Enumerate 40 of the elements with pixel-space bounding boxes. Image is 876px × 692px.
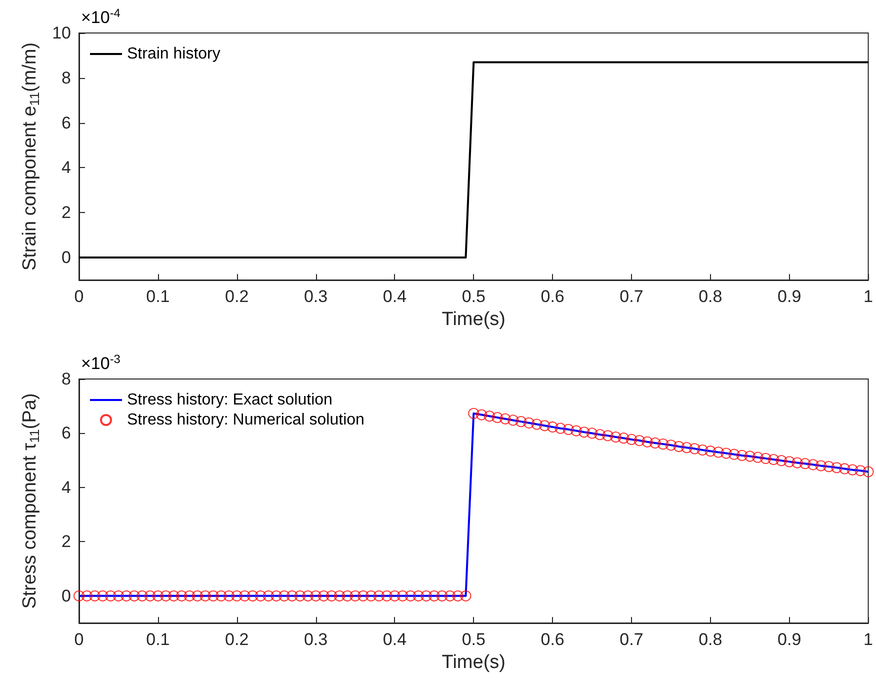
- x-tick-label: 0.1: [146, 287, 170, 306]
- y-tick-label: 8: [62, 370, 71, 388]
- x-tick-label: 0.9: [778, 630, 802, 649]
- x-tick-label: 0.4: [382, 630, 407, 649]
- x-tick-label: 0.6: [540, 287, 564, 306]
- x-tick-label: 0: [74, 630, 84, 649]
- x-tick-label: 1: [864, 630, 874, 649]
- y-tick-label: 2: [62, 203, 71, 222]
- legend-label: Stress history: Exact solution: [127, 392, 332, 408]
- y-axis-title: Strain component e11(m/m): [20, 42, 42, 271]
- x-tick-label: 0.3: [304, 287, 328, 306]
- y-tick-label: 10: [52, 24, 71, 42]
- y-tick-label: 4: [62, 158, 71, 178]
- legend-label: Strain history: [127, 46, 220, 62]
- x-tick-label: 0.7: [620, 630, 644, 649]
- x-tick-label: 0.5: [462, 287, 486, 306]
- x-tick-label: 1: [864, 287, 874, 306]
- x-axis-title: Time(s): [442, 308, 506, 330]
- y-tick-label: 4: [62, 478, 71, 497]
- x-tick-label: 0.4: [382, 287, 407, 306]
- x-tick-label: 0: [74, 287, 84, 306]
- x-tick-label: 0.2: [225, 630, 249, 649]
- y-tick-label: 6: [62, 424, 71, 443]
- x-tick-label: 0.8: [698, 630, 722, 649]
- x-tick-label: 0.5: [462, 630, 486, 649]
- x-axis-title: Time(s): [442, 652, 506, 673]
- x-tick-label: 0.6: [540, 630, 564, 649]
- y-axis-title: Stress component τ11(Pa): [20, 393, 42, 609]
- y-tick-label: 2: [62, 532, 71, 552]
- y-tick-label: 8: [62, 68, 71, 88]
- x-tick-label: 0.7: [620, 287, 644, 306]
- y-tick-label: 6: [62, 113, 71, 132]
- x-tick-label: 0.2: [225, 287, 249, 306]
- legend-label: Stress history: Numerical solution: [127, 412, 364, 428]
- y-tick-label: 0: [62, 586, 71, 606]
- x-tick-label: 0.9: [778, 287, 802, 306]
- x-tick-label: 0.3: [304, 630, 328, 649]
- x-tick-label: 0.8: [698, 287, 722, 306]
- x-tick-label: 0.1: [146, 630, 170, 649]
- y-tick-label: 0: [62, 248, 71, 268]
